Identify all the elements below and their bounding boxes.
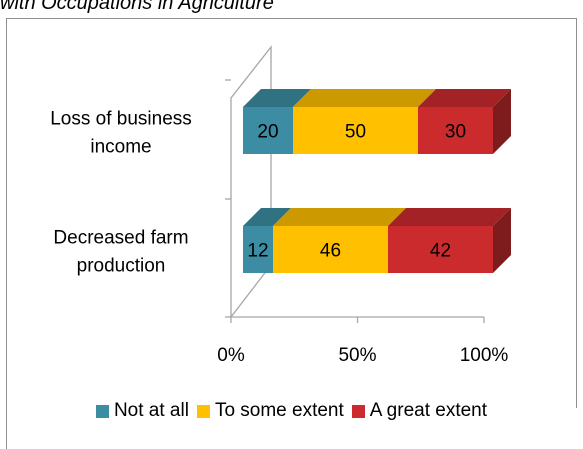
data-label: 12 bbox=[247, 241, 268, 262]
legend-item-to-some-extent: To some extent bbox=[196, 400, 344, 422]
bar-a-great-extent bbox=[418, 107, 493, 154]
legend-label-not-at-all: Not at all bbox=[113, 400, 189, 421]
data-label: 20 bbox=[257, 122, 278, 143]
side-wall bbox=[230, 45, 272, 318]
x-tick-label: 0% bbox=[217, 345, 245, 366]
data-label: 42 bbox=[430, 241, 451, 262]
bar-top-to-some-extent bbox=[273, 208, 406, 226]
legend-item-a-great-extent: A great extent bbox=[351, 400, 488, 422]
legend-label-to-some-extent: To some extent bbox=[214, 400, 344, 421]
bar-to-some-extent bbox=[273, 226, 388, 273]
chart-frame-left bbox=[6, 18, 7, 449]
data-label: 46 bbox=[320, 241, 341, 262]
category-label: Loss of business income bbox=[50, 109, 192, 158]
data-label: 50 bbox=[345, 122, 366, 143]
x-tick-label: 100% bbox=[460, 345, 509, 366]
bar-not-at-all bbox=[243, 226, 273, 273]
chart-frame-top bbox=[6, 18, 577, 19]
legend: Not at all To some extent A great extent bbox=[0, 396, 583, 426]
chart-title: with Occupations in Agriculture bbox=[0, 0, 274, 14]
bar-top-not-at-all bbox=[243, 208, 291, 226]
bar-top-a-great-extent bbox=[418, 89, 511, 107]
legend-label-a-great-extent: A great extent bbox=[369, 400, 488, 421]
bar-side bbox=[493, 208, 511, 273]
bar-side bbox=[493, 89, 511, 154]
bar-top-to-some-extent bbox=[293, 89, 436, 107]
bar-not-at-all bbox=[243, 107, 293, 154]
chart-frame-right bbox=[576, 18, 577, 408]
legend-swatch-to-some-extent bbox=[196, 404, 210, 418]
bar-top-a-great-extent bbox=[388, 208, 511, 226]
category-label: Decreased farm production bbox=[53, 228, 188, 277]
bar-a-great-extent bbox=[388, 226, 493, 273]
data-label: 30 bbox=[445, 122, 466, 143]
legend-item-not-at-all: Not at all bbox=[95, 400, 189, 422]
legend-swatch-not-at-all bbox=[95, 404, 109, 418]
legend-swatch-a-great-extent bbox=[351, 404, 365, 418]
x-tick-label: 50% bbox=[338, 345, 376, 366]
bar-to-some-extent bbox=[293, 107, 418, 154]
bar-top-not-at-all bbox=[243, 89, 311, 107]
